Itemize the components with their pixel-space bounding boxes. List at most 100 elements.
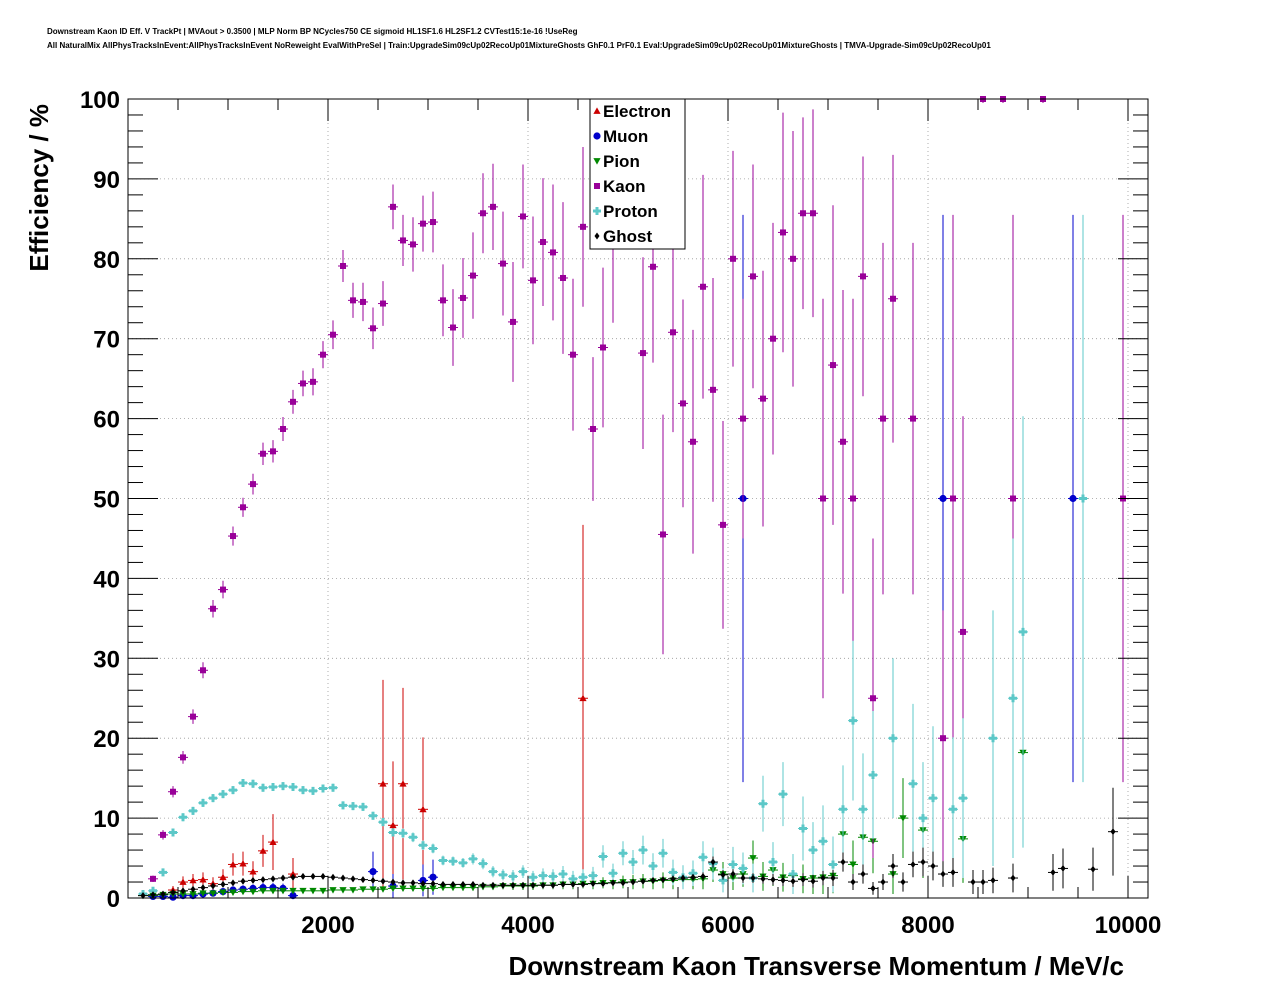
kaon-point — [940, 735, 946, 742]
kaon-point — [430, 219, 436, 226]
ghost-point — [970, 878, 976, 886]
kaon-point — [290, 398, 296, 405]
ghost-point — [640, 877, 646, 885]
ghost-point — [560, 880, 566, 888]
proton-point — [499, 870, 507, 879]
kaon-point — [190, 713, 196, 720]
kaon-point — [320, 351, 326, 358]
pion-point — [209, 890, 217, 897]
ghost-point — [770, 876, 776, 884]
proton-point — [779, 790, 787, 799]
proton-point — [809, 846, 817, 855]
proton-point — [399, 829, 407, 838]
pion-point — [389, 885, 397, 893]
kaon-point — [570, 351, 576, 358]
ghost-point — [250, 876, 256, 884]
kaon-point — [480, 210, 486, 217]
y-tick-label: 20 — [93, 726, 120, 753]
kaon-point — [410, 241, 416, 248]
ghost-point — [150, 891, 156, 899]
y-tick-label: 60 — [93, 407, 120, 434]
proton-point — [169, 828, 177, 837]
electron-point — [399, 780, 407, 787]
kaon-point — [260, 450, 266, 457]
kaon-point — [600, 344, 606, 351]
x-tick-label: 2000 — [301, 912, 354, 939]
kaon-point — [210, 605, 216, 612]
x-tick-label: 4000 — [501, 912, 554, 939]
legend-marker-kaon — [594, 183, 600, 189]
ghost-point — [810, 877, 816, 885]
kaon-point — [340, 262, 346, 269]
proton-point — [419, 841, 427, 850]
proton-point — [459, 858, 467, 867]
proton-point — [329, 783, 337, 792]
kaon-point — [560, 274, 566, 281]
muon-point — [289, 892, 297, 900]
proton-point — [339, 801, 347, 810]
kaon-point — [380, 300, 386, 307]
kaon-point — [400, 237, 406, 244]
ghost-point — [220, 880, 226, 888]
x-tick-label: 6000 — [701, 912, 754, 939]
y-tick-label: 50 — [93, 487, 120, 514]
ghost-point — [180, 887, 186, 895]
proton-point — [239, 778, 247, 787]
pion-point — [349, 887, 357, 894]
legend-label-pion: Pion — [603, 152, 640, 171]
ghost-point — [470, 880, 476, 888]
proton-point — [429, 844, 437, 853]
kaon-point — [310, 378, 316, 385]
y-tick-label: 80 — [93, 247, 120, 274]
legend-marker-muon — [593, 132, 601, 140]
pion-point — [199, 890, 207, 897]
kaon-point — [240, 504, 246, 511]
legend-box — [589, 98, 686, 250]
ghost-point — [510, 881, 516, 889]
ghost-point — [850, 878, 856, 886]
kaon-point — [280, 425, 286, 432]
proton-point — [319, 784, 327, 793]
kaon-point — [720, 521, 726, 528]
ghost-point — [500, 881, 506, 889]
ghost-point — [310, 872, 316, 880]
y-tick-label: 40 — [93, 566, 120, 593]
pion-point — [339, 887, 347, 894]
kaon-point — [840, 438, 846, 445]
ghost-point — [440, 880, 446, 888]
ghost-point — [940, 870, 946, 878]
ghost-point — [360, 876, 366, 884]
pion-point — [469, 884, 477, 892]
proton-point — [639, 846, 647, 855]
kaon-point — [770, 335, 776, 342]
ghost-point — [680, 874, 686, 882]
ghost-point — [900, 878, 906, 886]
kaon-point — [690, 438, 696, 445]
proton-point — [1009, 694, 1017, 703]
ghost-point — [350, 875, 356, 883]
ghost-point — [340, 874, 346, 882]
ghost-point — [190, 885, 196, 893]
proton-point — [149, 886, 157, 895]
kaon-point — [950, 495, 956, 502]
ghost-point — [320, 872, 326, 880]
proton-point — [949, 805, 957, 814]
proton-point — [859, 805, 867, 814]
series-layer — [138, 96, 1128, 901]
electron-point — [249, 868, 257, 875]
proton-point — [869, 770, 877, 779]
y-tick-label: 30 — [93, 646, 120, 673]
electron-point — [419, 805, 427, 813]
proton-point — [799, 824, 807, 833]
ghost-point — [420, 880, 426, 888]
pion-point — [459, 884, 467, 892]
kaon-point — [440, 297, 446, 304]
proton-point — [179, 813, 187, 822]
ghost-point — [1010, 874, 1016, 882]
legend-label-ghost: Ghost — [603, 227, 652, 246]
ghost-point — [820, 874, 826, 882]
muon-point — [429, 873, 437, 881]
proton-point — [1019, 627, 1027, 636]
ghost-point — [460, 880, 466, 888]
pion-point — [319, 887, 327, 895]
